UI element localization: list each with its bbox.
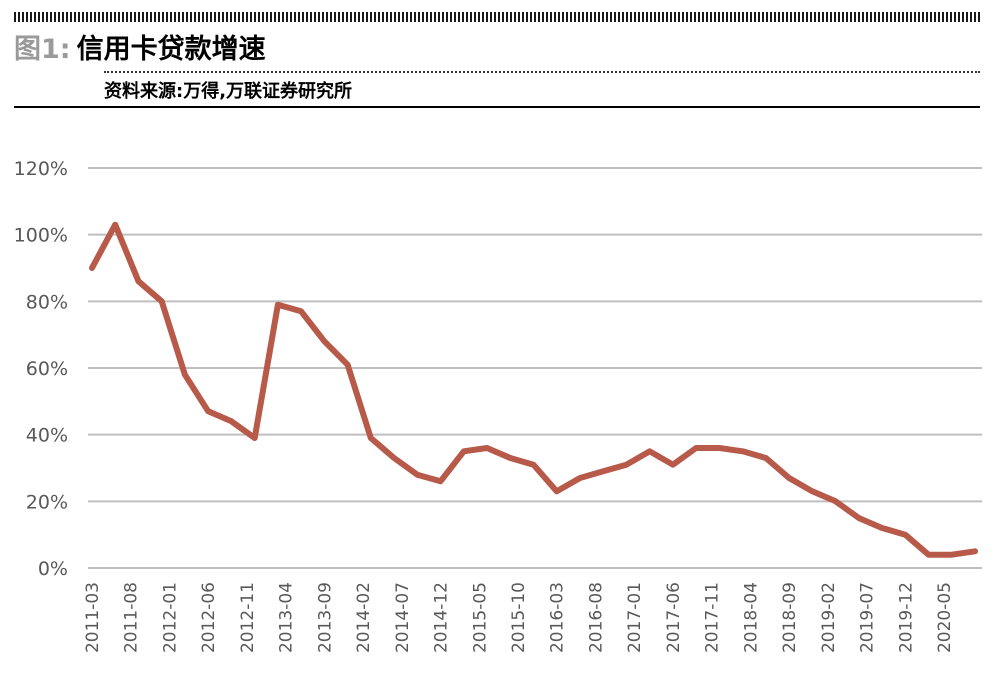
x-tick-label: 2016-08 (586, 582, 606, 653)
y-tick-label: 100% (14, 225, 68, 247)
figure-title: 图1: 信用卡贷款增速 (14, 26, 266, 66)
x-tick-label: 2019-07 (858, 582, 878, 653)
x-tick-label: 2017-06 (664, 582, 684, 653)
x-tick-label: 2020-05 (935, 582, 955, 653)
series-layer (89, 221, 978, 558)
y-tick-label: 60% (26, 358, 68, 380)
x-tick-label: 2019-12 (896, 582, 916, 653)
x-tick-label: 2012-01 (160, 582, 180, 653)
figure-title-text: 信用卡贷款增速 (76, 33, 266, 65)
header-stripe-decoration (14, 12, 980, 22)
x-tick-label: 2015-10 (509, 582, 529, 653)
x-tick-label: 2013-04 (277, 582, 297, 653)
x-tick-label: 2013-09 (315, 582, 335, 653)
x-tick-label: 2011-08 (122, 582, 142, 653)
x-tick-label: 2018-09 (780, 582, 800, 653)
x-tick-label: 2015-05 (470, 582, 490, 653)
source-note: 资料来源:万得,万联证券研究所 (104, 81, 353, 102)
x-tick-label: 2014-02 (354, 582, 374, 653)
header-rule (14, 106, 980, 108)
y-tick-label: 0% (38, 558, 68, 580)
figure-label: 图1: (14, 33, 71, 65)
series-line (89, 221, 978, 558)
x-tick-label: 2017-01 (625, 582, 645, 653)
x-tick-label: 2014-12 (432, 582, 452, 653)
y-tick-label: 120% (14, 158, 68, 180)
x-tick-label: 2016-03 (548, 582, 568, 653)
dotted-divider (104, 71, 980, 73)
grid-layer (88, 167, 982, 569)
x-tick-label: 2012-11 (238, 582, 258, 653)
y-tick-label: 80% (26, 291, 68, 313)
x-tick-label: 2014-07 (393, 582, 413, 653)
x-axis-ticks: 2011-03 2011-08 2012-01 2012-06 2012-11 2013-… (83, 582, 955, 653)
x-tick-label: 2019-02 (819, 582, 839, 653)
x-tick-label: 2011-03 (83, 582, 103, 653)
y-tick-label: 20% (26, 491, 68, 513)
y-axis-ticks: 0% 20% 40% 60% 80% 100% 120% (14, 158, 68, 580)
x-tick-label: 2017-11 (703, 582, 723, 653)
x-tick-label: 2018-04 (741, 582, 761, 653)
x-tick-label: 2012-06 (199, 582, 219, 653)
y-tick-label: 40% (26, 425, 68, 447)
